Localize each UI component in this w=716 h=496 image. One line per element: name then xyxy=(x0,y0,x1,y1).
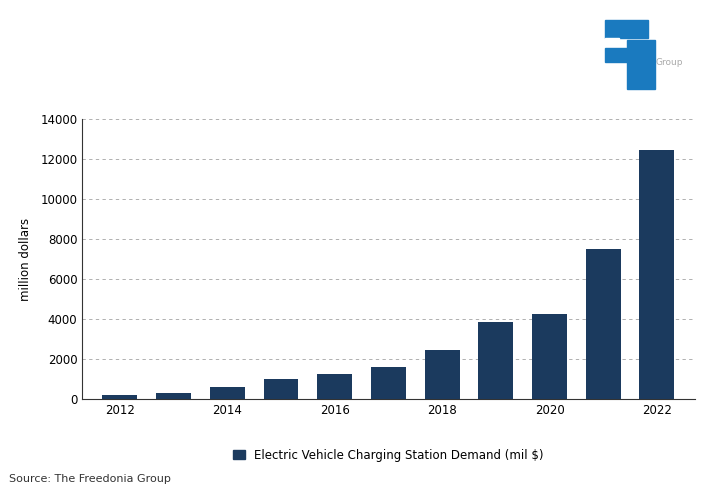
Bar xyxy=(586,249,621,399)
Text: Group: Group xyxy=(655,58,682,66)
Text: Source: The Freedonia Group: Source: The Freedonia Group xyxy=(9,474,171,484)
Bar xyxy=(102,395,137,399)
Bar xyxy=(156,393,191,399)
Text: Freedonia: Freedonia xyxy=(655,25,706,35)
Legend: Electric Vehicle Charging Station Demand (mil $): Electric Vehicle Charging Station Demand… xyxy=(233,448,544,462)
Bar xyxy=(210,387,245,399)
Bar xyxy=(605,38,619,89)
Bar xyxy=(478,322,513,399)
Bar xyxy=(317,374,352,399)
Bar xyxy=(263,379,299,399)
Text: Figure 3-1.
Global Electric Vehicle Charging Station Demand,
2012 – 2022
(millio: Figure 3-1. Global Electric Vehicle Char… xyxy=(9,8,319,76)
Y-axis label: million dollars: million dollars xyxy=(19,218,32,301)
Bar xyxy=(425,350,460,399)
Bar xyxy=(626,40,655,89)
Bar xyxy=(371,367,406,399)
Bar xyxy=(605,20,648,38)
Bar xyxy=(605,48,641,62)
Bar xyxy=(639,150,674,399)
Bar xyxy=(532,313,567,399)
